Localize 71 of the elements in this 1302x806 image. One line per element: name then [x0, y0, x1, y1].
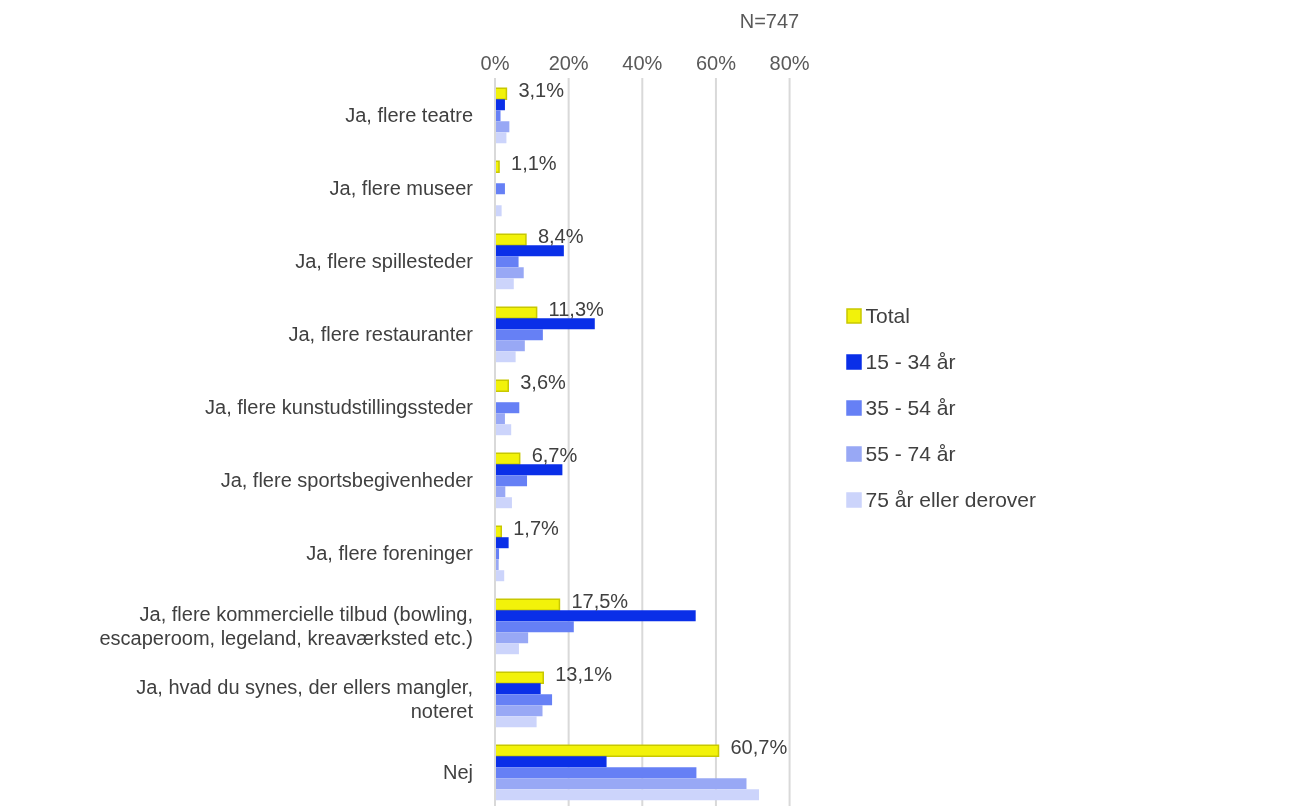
bar — [495, 424, 512, 436]
bar — [495, 452, 521, 465]
bar — [495, 671, 544, 684]
bar — [495, 205, 502, 217]
x-tick-label: 40% — [622, 52, 663, 74]
x-tick-label: 80% — [769, 52, 810, 74]
bar — [495, 256, 519, 268]
bar — [495, 683, 541, 695]
y-tick-label: Ja, flere restauranter — [288, 322, 474, 345]
bar — [495, 245, 564, 257]
y-tick-label: Ja, flere kunstudstillingssteder — [205, 395, 474, 418]
bar — [495, 778, 747, 790]
bar — [495, 160, 500, 173]
bar — [495, 318, 595, 330]
data-label: 6,7% — [531, 443, 578, 466]
x-tick-label: 20% — [548, 52, 589, 74]
legend-label: 75 år eller derover — [865, 487, 1036, 513]
bar — [495, 705, 543, 717]
bar — [495, 183, 505, 195]
y-tick-label: Nej — [442, 760, 473, 783]
y-tick-label: Ja, flere sportsbegivenheder — [220, 468, 474, 491]
x-tick-label: 60% — [695, 52, 737, 74]
bar — [495, 99, 505, 111]
bar — [495, 233, 527, 246]
data-label: 60,7% — [730, 735, 788, 758]
legend-label: 35 - 54 år — [865, 395, 956, 421]
bar — [495, 351, 516, 363]
bar — [495, 744, 720, 757]
bar — [495, 464, 563, 476]
legend-label: Total — [865, 303, 910, 329]
bar — [495, 621, 574, 633]
bar — [495, 756, 607, 768]
data-label: 1,7% — [513, 516, 560, 539]
data-label: 11,3% — [548, 297, 605, 320]
bar — [495, 278, 514, 290]
y-tick-label: Ja, flere kommercielle tilbud (bowling, escaperoom, legeland, kreaværksted etc.) — [99, 602, 473, 649]
bar — [495, 413, 505, 425]
data-label: 17,5% — [571, 589, 629, 612]
data-label: 8,4% — [537, 224, 584, 247]
x-tick-label: 0% — [480, 52, 510, 74]
bar — [495, 475, 528, 487]
bar — [495, 610, 696, 622]
bar — [495, 306, 538, 319]
bar — [495, 402, 520, 414]
bar — [495, 789, 760, 801]
y-tick-label: Ja, flere foreninger — [306, 541, 474, 564]
bar — [495, 767, 697, 779]
legend-label: 15 - 34 år — [865, 349, 956, 375]
y-tick-label: Ja, hvad du synes, der ellers mangler, noteret — [136, 675, 474, 722]
bar — [495, 497, 512, 509]
bar — [495, 110, 501, 122]
y-tick-label: Ja, flere museer — [329, 176, 474, 199]
y-tick-label: Ja, flere teatre — [345, 103, 473, 126]
bar — [495, 379, 510, 392]
data-label: 3,1% — [518, 78, 565, 101]
data-label: 3,6% — [520, 370, 567, 393]
chart-title: N=747 — [738, 10, 801, 33]
bar — [495, 643, 519, 655]
bar — [495, 340, 525, 352]
bar — [495, 121, 510, 133]
bar — [495, 329, 543, 341]
data-label: 13,1% — [555, 662, 613, 685]
bar — [495, 267, 524, 279]
data-label: 1,1% — [511, 151, 557, 174]
bar — [495, 716, 537, 728]
bar — [495, 632, 529, 644]
bar — [495, 598, 561, 611]
bar — [495, 694, 553, 706]
bar — [495, 537, 509, 549]
y-tick-label: Ja, flere spillesteder — [295, 249, 474, 272]
legend-label: 55 - 74 år — [865, 441, 956, 467]
